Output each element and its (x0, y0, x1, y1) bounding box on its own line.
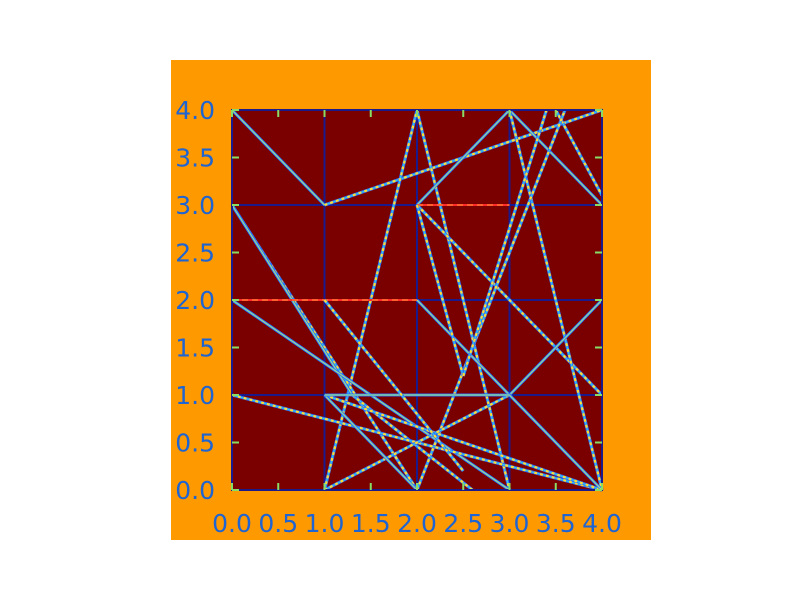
x-tick-label: 1.0 (305, 509, 345, 538)
line-segment (526, 109, 567, 206)
line-segment (508, 108, 604, 207)
y-axis-tick-labels: 0.0 0.5 1.0 1.5 2.0 2.5 3.0 3.5 4.0 (175, 96, 215, 505)
line-segment (461, 109, 549, 377)
x-tick-label: 3.0 (490, 509, 530, 538)
x-tick-label: 2.0 (397, 509, 437, 538)
line-segment (323, 393, 603, 492)
y-tick-label: 2.5 (175, 239, 215, 268)
y-tick-label: 3.0 (175, 191, 215, 220)
x-axis-tick-labels: 0.0 0.5 1.0 1.5 2.0 2.5 3.0 3.5 4.0 (212, 509, 622, 538)
tick-marks (231, 109, 603, 491)
line-segment (415, 204, 465, 377)
y-tick-label: 1.5 (175, 334, 215, 363)
y-tick-label: 0.5 (175, 429, 215, 458)
y-tick-label: 0.0 (175, 476, 215, 505)
x-tick-label: 3.5 (536, 509, 576, 538)
line-segment (554, 109, 604, 197)
line-segment (323, 393, 511, 492)
y-tick-label: 1.0 (175, 381, 215, 410)
y-tick-label: 2.0 (175, 286, 215, 315)
line-segment (507, 109, 604, 491)
line-segment (323, 393, 419, 492)
line-segment (323, 298, 465, 473)
line-segment (415, 109, 512, 491)
x-tick-label: 1.5 (351, 509, 391, 538)
y-tick-label: 3.5 (175, 144, 215, 173)
line-segment (508, 298, 604, 397)
y-tick-label: 4.0 (175, 96, 215, 125)
line-segment (415, 108, 511, 207)
x-tick-label: 2.5 (443, 509, 483, 538)
x-tick-label: 0.0 (212, 509, 252, 538)
x-tick-label: 0.5 (258, 509, 298, 538)
data-segments (230, 108, 604, 492)
line-segment (230, 108, 326, 207)
x-tick-label: 4.0 (582, 509, 622, 538)
